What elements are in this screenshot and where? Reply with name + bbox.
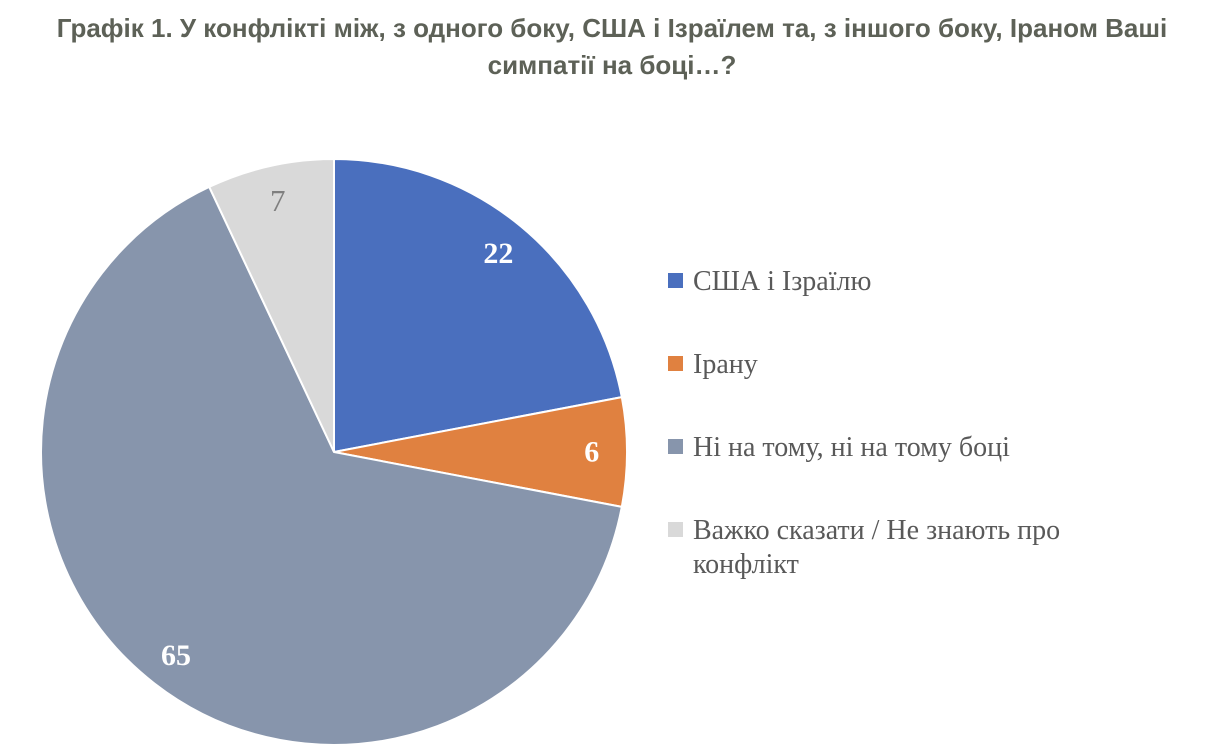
legend-label: Ні на тому, ні на тому боці [693,432,1010,463]
legend-swatch-icon [668,522,683,537]
pie-value-label: 6 [584,436,599,469]
legend-swatch-icon [668,439,683,454]
legend-label: Ірану [693,349,758,380]
legend-label: США і Ізраїлю [693,266,872,297]
legend-swatch-icon [668,356,683,371]
pie-slice-0 [333,158,623,453]
legend-item: Важко сказати / Не знають про конфлікт [668,514,1093,582]
pie-value-label: 22 [483,237,513,270]
legend-item: Ірану [668,348,1093,382]
pie-value-labels-group: 22 6 65 7 [161,183,599,672]
pie-value-label: 7 [270,183,286,218]
legend-item: Ні на тому, ні на тому боці [668,431,1093,465]
pie-slice-2 [40,185,623,746]
chart-legend: США і Ізраїлю Ірану Ні на тому, ні на тому… [668,265,1093,582]
legend-item: США і Ізраїлю [668,265,1093,299]
legend-swatch-icon [668,273,683,288]
pie-slices-group [40,158,628,746]
legend-label: Важко сказати / Не знають про конфлікт [693,515,1061,580]
chart-title: Графік 1. У конфлікті між, з одного боку… [56,13,1168,80]
pie-slice-3 [208,158,335,453]
pie-value-label: 65 [161,639,191,672]
